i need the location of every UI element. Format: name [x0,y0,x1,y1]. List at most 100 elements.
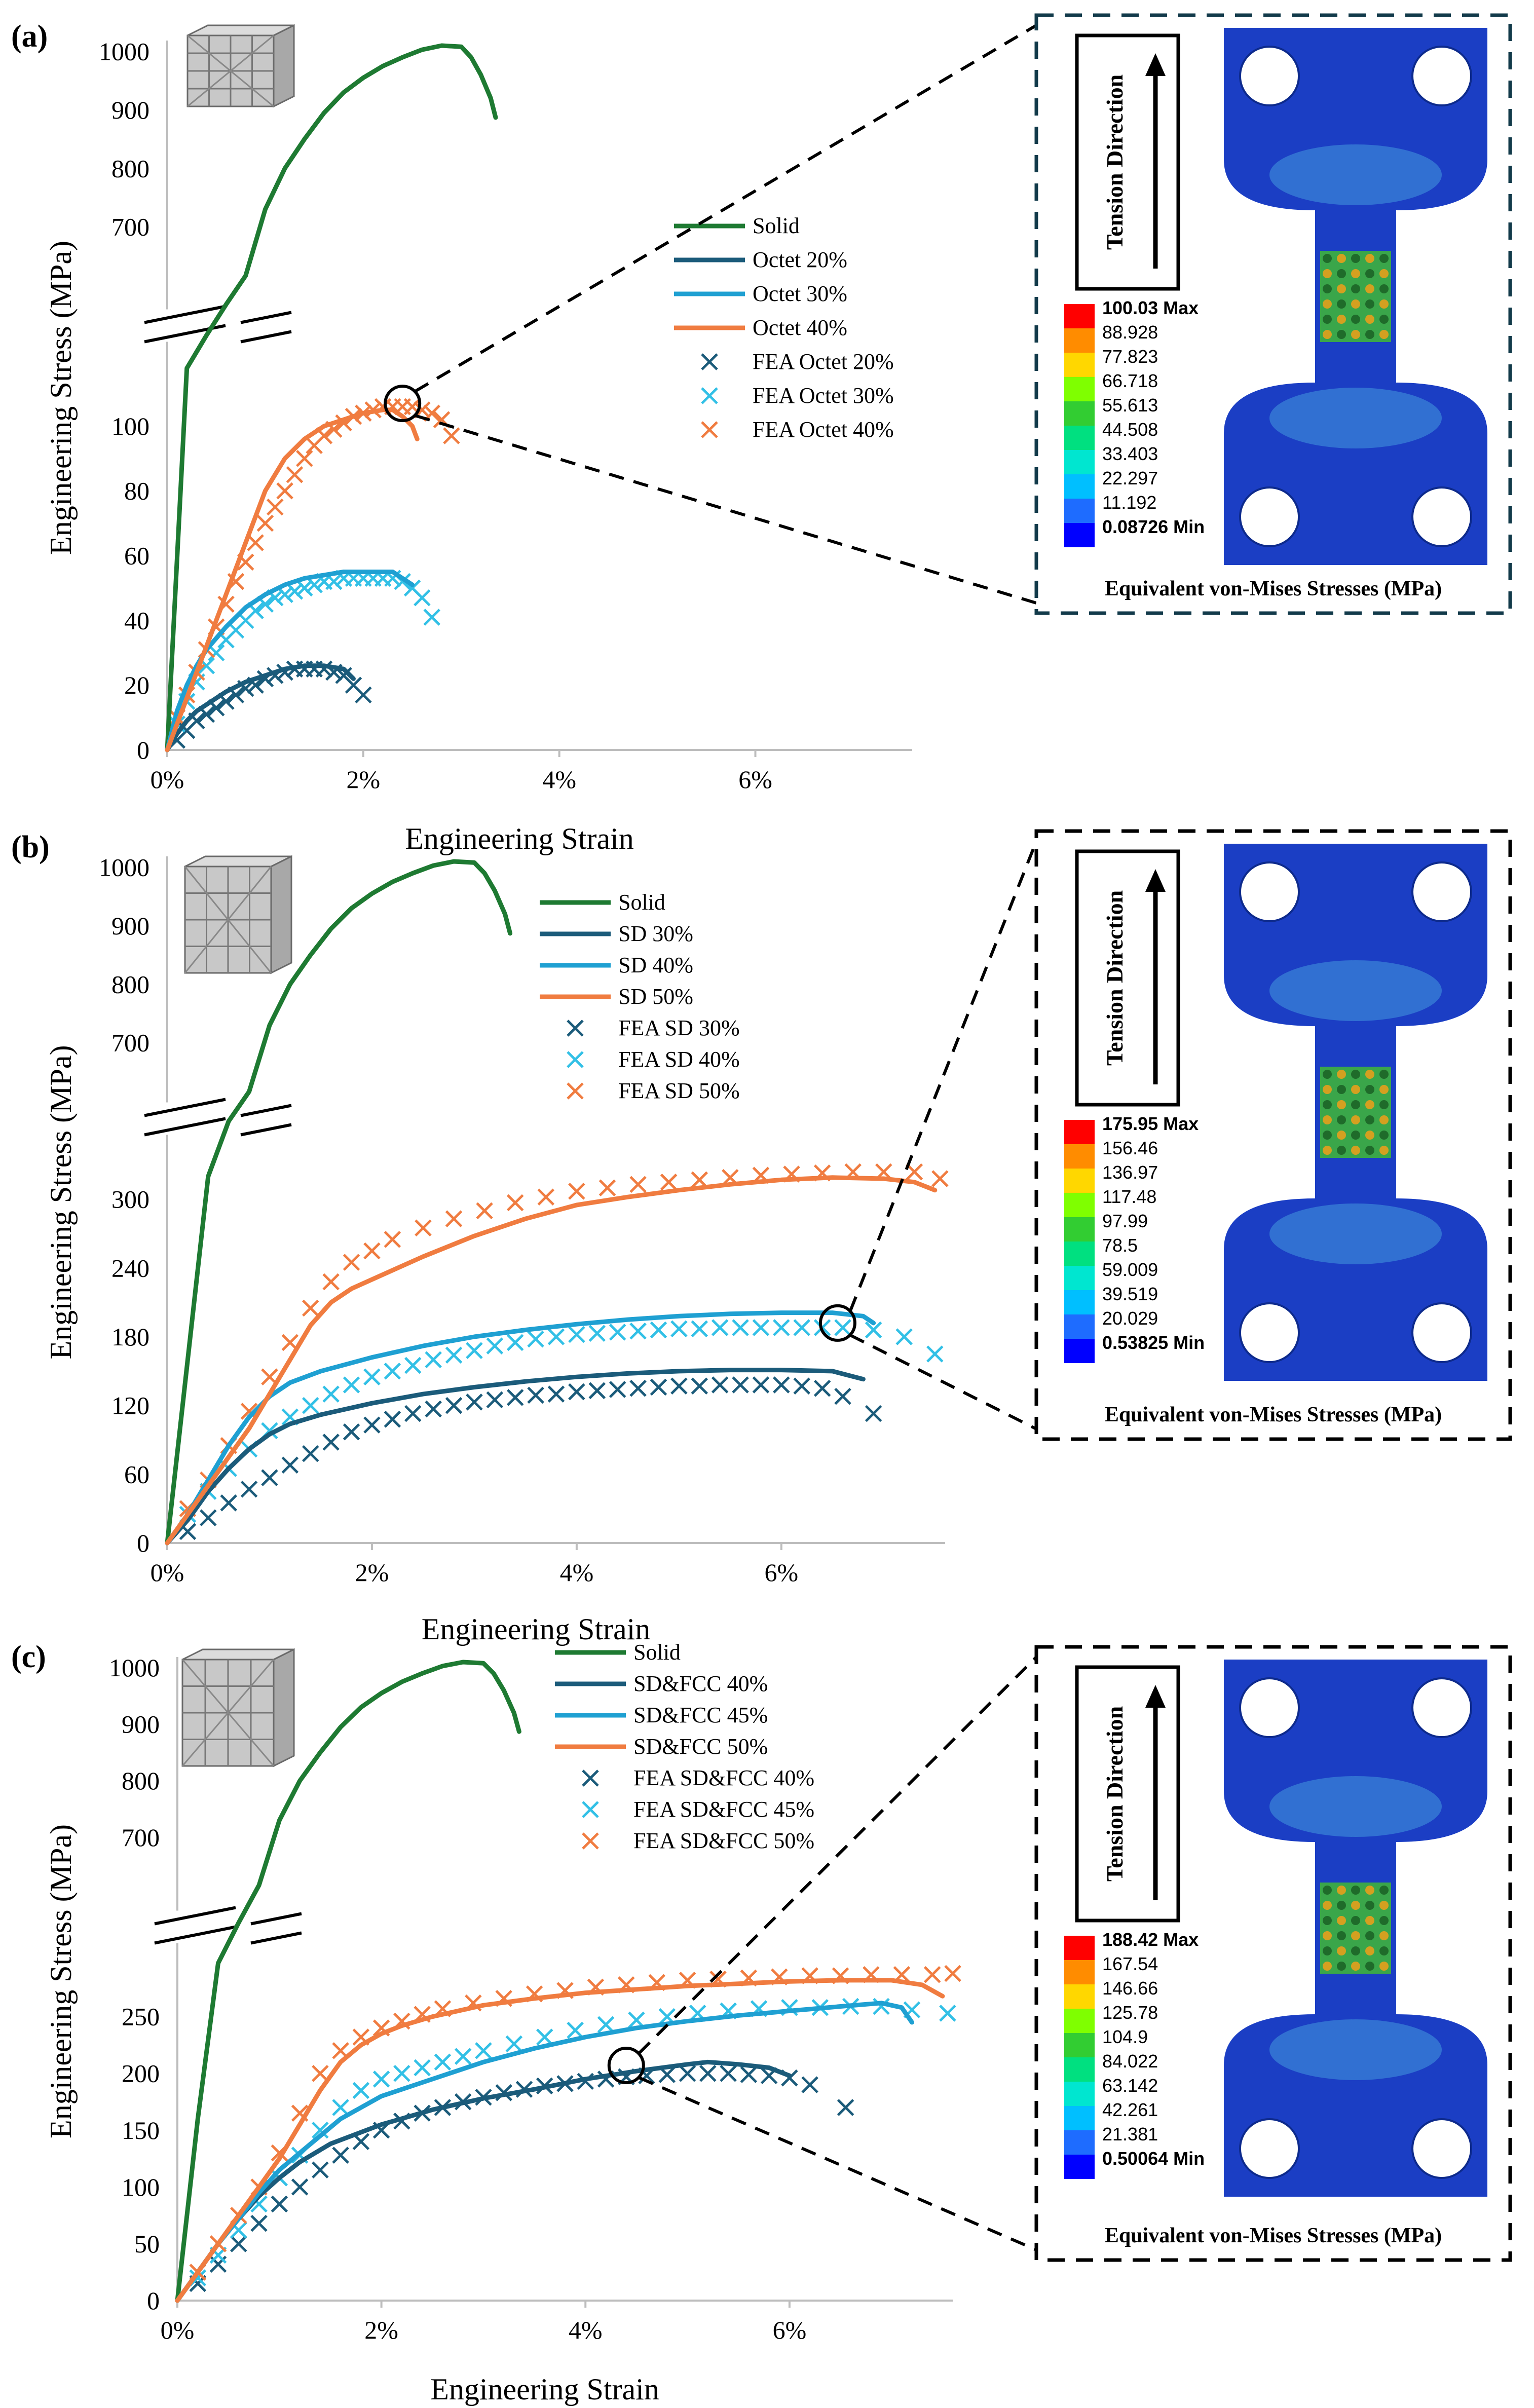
colorbar-swatch [1064,304,1095,328]
data-point [609,1324,626,1341]
data-point [425,1400,442,1418]
axis-break-mark [250,1912,302,1926]
lattice-cell [1337,1962,1346,1971]
lattice-cell [1365,315,1374,324]
colorbar-label: 78.5 [1102,1235,1138,1256]
legend-swatch [567,1082,584,1100]
leader-line [849,840,1038,1312]
y-tick-label: 0 [147,2286,160,2315]
colorbar-swatch [1064,2057,1095,2082]
data-point [568,1383,585,1401]
series-line [175,2001,914,2303]
lattice-cell [1351,1115,1360,1124]
data-point [393,2064,410,2082]
data-point [537,1188,555,1206]
mounting-hole [1411,1302,1472,1363]
data-point [220,1494,237,1512]
specimen [1224,844,1487,1381]
lattice-cell [1337,1916,1346,1925]
lattice-cell [1379,1100,1389,1109]
stress-field [1269,1203,1442,1264]
y-tick-label: 800 [111,970,149,998]
colorbar-swatch [1064,1266,1095,1290]
y-tick-label: 1000 [99,37,149,66]
data-point [588,1382,606,1400]
legend-swatch [567,1020,584,1037]
colorbar-label: 59.009 [1102,1259,1158,1280]
data-point [486,1337,504,1354]
legend-label: FEA Octet 20% [753,349,894,374]
colorbar-label: 63.142 [1102,2075,1158,2096]
data-point [609,1381,626,1398]
lattice-cell [1379,269,1389,278]
axis-break-mark [240,1123,292,1137]
data-point [923,1966,941,1983]
lattice-strut [181,1659,275,1766]
colorbar-swatch [1064,1936,1095,1960]
data-point [343,1376,360,1394]
lattice-cell [1365,269,1374,278]
mounting-hole [1239,486,1300,547]
colorbar-label: 125.78 [1102,2002,1158,2023]
lattice-cell [1323,1146,1332,1155]
lattice-cell [1337,1085,1346,1094]
data-point [906,1163,923,1181]
y-tick-label: 700 [122,1823,160,1852]
colorbar-swatch [1064,426,1095,450]
y-tick-label: 60 [124,542,149,570]
legend-swatch [582,1770,599,1787]
lattice-cell [1337,299,1346,309]
lattice-cell [1379,1962,1389,1971]
legend-label: FEA SD 40% [618,1047,740,1072]
data-point [598,1179,616,1196]
data-point [834,1319,851,1336]
colorbar-label: 21.381 [1102,2124,1158,2144]
data-point [266,498,284,516]
axis-break-mark [154,1906,236,1926]
colorbar-swatch [1064,2033,1095,2057]
stress-field [1269,960,1442,1021]
lattice-cell [1323,1886,1332,1895]
data-point [597,2016,615,2034]
data-point [711,1319,729,1336]
data-point [801,2076,818,2093]
data-point [384,1363,401,1380]
y-axis-label: Engineering Stress (MPa) [44,241,78,555]
colorbar-swatch [1064,1144,1095,1169]
lattice-cell [1323,315,1332,324]
lattice-cell [1337,1886,1346,1895]
panel-label: (b) [11,830,50,864]
data-point [711,1376,729,1394]
colorbar-swatch [1064,2082,1095,2106]
y-tick-label: 900 [111,96,149,124]
lattice-cell [1365,1146,1374,1155]
data-point [343,1423,360,1441]
tension-direction-label: Tension Direction [1102,1706,1128,1882]
data-point [650,1378,667,1396]
data-point [423,609,441,626]
legend-swatch [582,1801,599,1818]
series-line [165,859,513,1546]
series-line [165,570,415,752]
colorbar-label: 0.50064 Min [1102,2148,1205,2169]
data-point [363,1416,381,1434]
colorbar-label: 167.54 [1102,1953,1158,1974]
lattice-cell [1379,1931,1389,1940]
legend-label: SD 50% [618,984,693,1009]
colorbar-label: 11.192 [1102,492,1156,513]
legend-swatch [567,1051,584,1068]
mounting-hole [1239,46,1300,106]
arrow-up-icon [1145,1685,1166,1708]
legend-label: FEA SD&FCC 50% [633,1828,814,1853]
stress-field [1269,388,1442,448]
chart-panel-3: (c) 0% 2% 4% 6% 0 50 100 150 200 250 700 800 900 1000 E… [11,1640,1512,2406]
x-tick-label: 0% [151,765,184,794]
colorbar-swatch [1064,1120,1095,1144]
data-point [302,1445,319,1462]
data-point [506,1194,524,1212]
data-point [322,1273,340,1291]
data-point [691,1320,708,1337]
data-point [931,1170,949,1187]
series-line [165,663,356,752]
tension-box [1075,33,1180,291]
